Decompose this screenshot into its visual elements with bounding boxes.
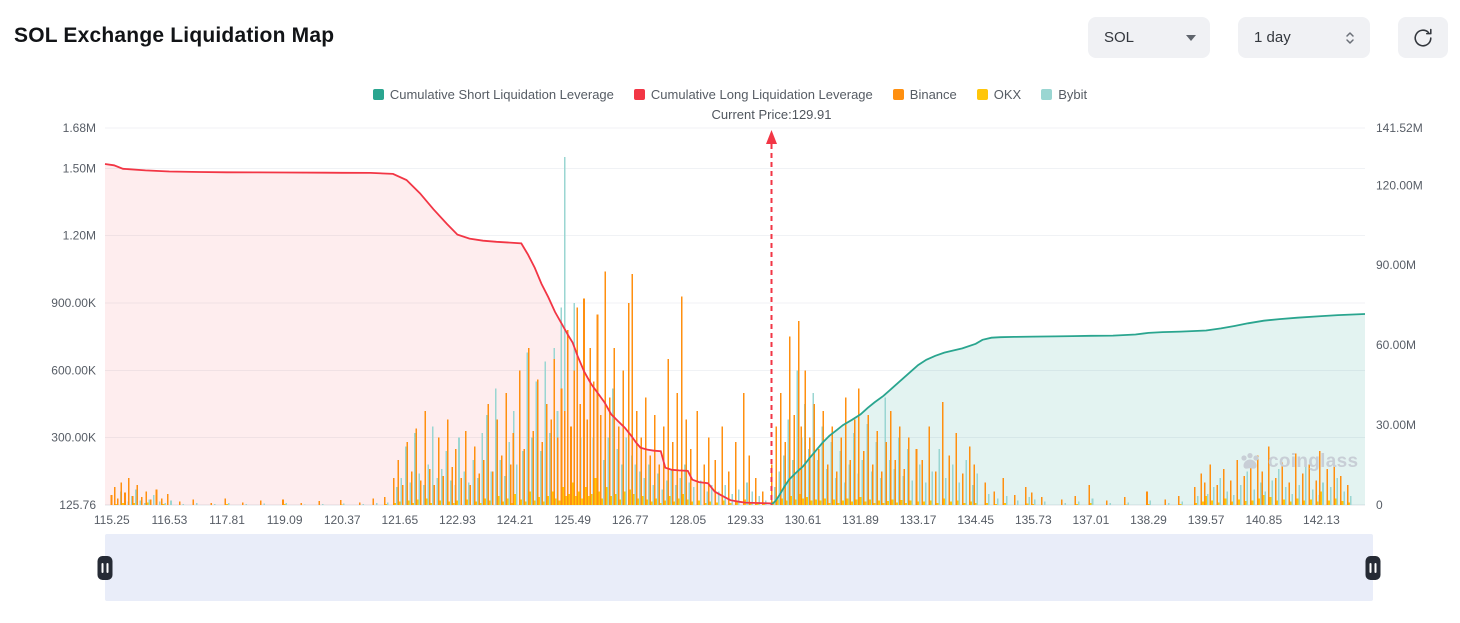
symbol-select[interactable]: SOL [1088,17,1210,58]
legend: Cumulative Short Liquidation Leverage Cum… [0,87,1460,102]
left-axis-labels: 1.68M 1.50M 1.20M 900.00K 600.00K 300.00K 125.… [51,121,96,512]
coinglass-watermark: coinglass [1238,450,1358,474]
svg-text:131.89: 131.89 [842,513,879,527]
svg-text:137.01: 137.01 [1073,513,1110,527]
legend-swatch [976,89,988,100]
page-title: SOL Exchange Liquidation Map [14,24,335,47]
coinglass-watermark-text: coinglass [1268,451,1359,472]
svg-text:140.85: 140.85 [1245,513,1282,527]
svg-text:1.68M: 1.68M [63,121,96,135]
legend-item[interactable]: Cumulative Long Liquidation Leverage [633,87,873,102]
svg-text:60.00M: 60.00M [1376,338,1416,352]
legend-swatch [633,89,645,100]
header-controls: SOL 1 day [1088,17,1448,58]
liquidation-bars [110,157,1352,506]
slider-handle-left[interactable] [97,555,113,580]
legend-label: Bybit [1058,87,1088,102]
svg-text:30.00M: 30.00M [1376,418,1416,432]
svg-text:125.76: 125.76 [59,498,96,512]
svg-text:130.61: 130.61 [785,513,822,527]
stepper-icon [1346,31,1354,44]
legend-item[interactable]: OKX [976,87,1022,102]
range-slider[interactable] [97,534,1381,601]
legend-item[interactable]: Bybit [1041,87,1087,102]
svg-text:121.65: 121.65 [381,513,418,527]
svg-text:126.77: 126.77 [612,513,649,527]
legend-swatch [372,89,384,100]
svg-text:124.21: 124.21 [497,513,534,527]
svg-text:141.52M: 141.52M [1376,121,1423,135]
legend-item[interactable]: Cumulative Short Liquidation Leverage [372,87,614,102]
svg-text:120.37: 120.37 [324,513,361,527]
period-select-value: 1 day [1254,29,1291,46]
refresh-icon [1414,28,1432,47]
legend-label: Cumulative Long Liquidation Leverage [650,87,873,102]
legend-label: OKX [993,87,1022,102]
svg-text:128.05: 128.05 [669,513,706,527]
chevron-down-icon [1186,34,1196,41]
period-select[interactable]: 1 day [1238,17,1370,58]
slider-handle-right[interactable] [1365,555,1381,580]
svg-text:133.17: 133.17 [900,513,937,527]
svg-text:129.33: 129.33 [727,513,764,527]
legend-swatch [892,89,904,100]
symbol-select-value: SOL [1104,29,1135,46]
svg-text:1.50M: 1.50M [63,161,96,175]
svg-text:125.49: 125.49 [554,513,591,527]
svg-text:120.00M: 120.00M [1376,178,1423,192]
svg-text:142.13: 142.13 [1303,513,1340,527]
refresh-button[interactable] [1398,17,1448,58]
x-axis-labels: 115.25 116.53 117.81 119.09 120.37 121.65 122.… [94,513,1340,527]
svg-text:139.57: 139.57 [1188,513,1225,527]
svg-text:122.93: 122.93 [439,513,476,527]
svg-text:117.81: 117.81 [209,513,245,527]
current-price-label: Current Price:129.91 [711,107,832,122]
legend-label: Cumulative Short Liquidation Leverage [389,87,614,102]
svg-text:116.53: 116.53 [151,513,187,527]
current-price-line [766,130,777,505]
right-axis-labels: 141.52M 120.00M 90.00M 60.00M 30.00M 0 [1376,121,1423,512]
svg-text:115.25: 115.25 [94,513,130,527]
svg-text:1.20M: 1.20M [63,229,96,243]
cumulative-lines [104,163,1366,506]
svg-text:134.45: 134.45 [957,513,994,527]
svg-text:119.09: 119.09 [267,513,303,527]
svg-text:138.29: 138.29 [1130,513,1167,527]
legend-item[interactable]: Binance [892,87,957,102]
legend-label: Binance [909,87,957,102]
svg-text:900.00K: 900.00K [51,296,96,310]
svg-text:600.00K: 600.00K [51,363,96,377]
coinglass-logo-icon [1241,453,1259,469]
legend-swatch [1041,89,1053,100]
svg-text:90.00M: 90.00M [1376,258,1416,272]
svg-text:135.73: 135.73 [1015,513,1052,527]
svg-text:0: 0 [1376,498,1383,512]
svg-text:300.00K: 300.00K [51,431,96,445]
